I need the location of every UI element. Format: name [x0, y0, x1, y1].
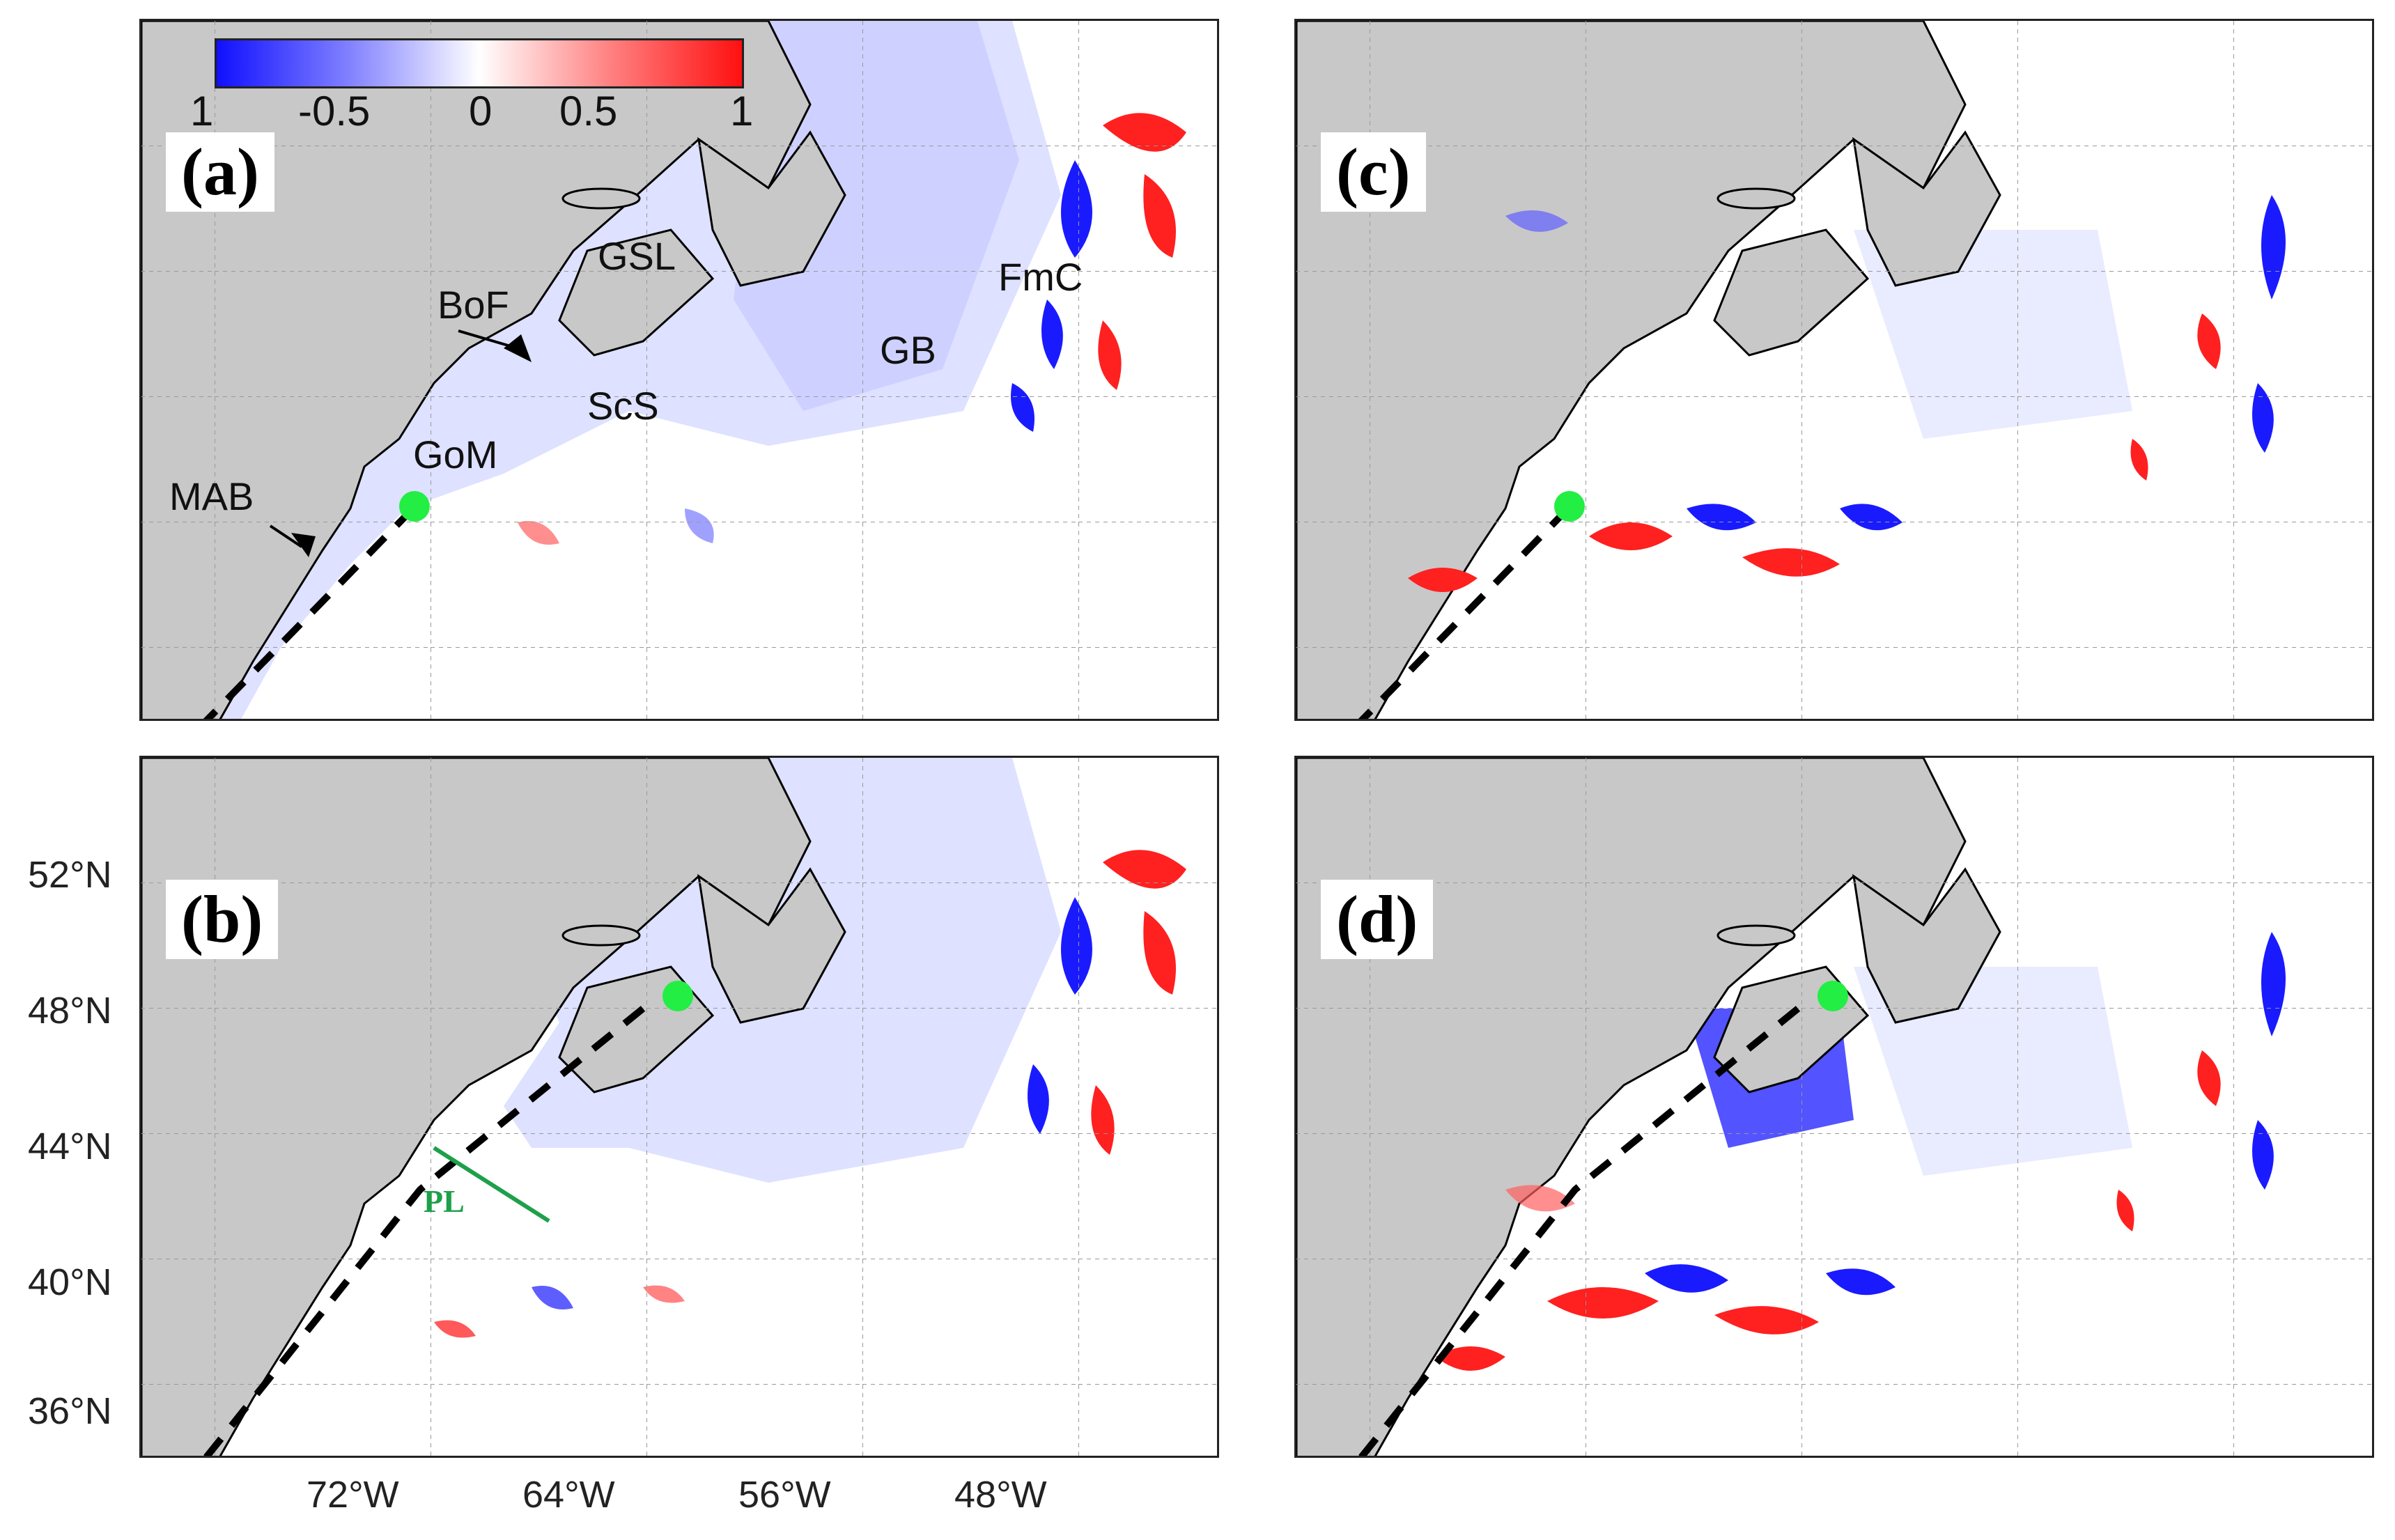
marker-c — [1554, 491, 1585, 522]
panel-a: (a) 1 -0.5 0 0.5 1 GSL BoF ScS GB FmC Go… — [139, 19, 1219, 721]
label-fmc: FmC — [998, 255, 1083, 299]
lat-tick-40: 40°N — [28, 1261, 112, 1303]
colorbar-tick-0: 1 — [190, 88, 214, 134]
panel-label-a: (a) — [166, 132, 274, 212]
lat-tick-48: 48°N — [28, 990, 112, 1032]
pl-section-line — [433, 1146, 550, 1223]
marker-a — [399, 491, 430, 522]
panel-d: (d) — [1294, 756, 2374, 1458]
panel-b: (b) PL — [139, 756, 1219, 1458]
colorbar-tick-3: 0.5 — [559, 88, 618, 134]
lat-tick-52: 52°N — [28, 854, 112, 896]
map-c — [1296, 21, 2372, 719]
map-d — [1296, 758, 2372, 1456]
panel-label-c: (c) — [1321, 132, 1426, 212]
mab-arrow-icon — [291, 533, 316, 557]
lon-tick-64: 64°W — [522, 1474, 615, 1516]
lon-tick-56: 56°W — [738, 1474, 831, 1516]
colorbar-tick-2: 0 — [469, 88, 493, 134]
lon-tick-48: 48°W — [954, 1474, 1047, 1516]
label-mab: MAB — [169, 474, 254, 518]
label-gsl: GSL — [598, 234, 676, 278]
panel-c: (c) — [1294, 19, 2374, 721]
colorbar — [215, 38, 744, 88]
marker-b — [662, 981, 693, 1011]
map-a — [141, 21, 1217, 719]
lat-tick-36: 36°N — [28, 1390, 112, 1432]
marker-d — [1817, 981, 1848, 1011]
colorbar-tick-4: 1 — [730, 88, 754, 134]
lon-tick-72: 72°W — [307, 1474, 399, 1516]
label-gom: GoM — [413, 433, 498, 476]
map-b — [141, 758, 1217, 1456]
panel-label-d: (d) — [1321, 880, 1434, 959]
label-gb: GB — [880, 328, 936, 372]
lat-tick-44: 44°N — [28, 1126, 112, 1167]
colorbar-tick-1: -0.5 — [298, 88, 371, 134]
label-bof: BoF — [437, 283, 509, 327]
panel-label-b: (b) — [166, 880, 279, 959]
label-pl: PL — [424, 1183, 465, 1219]
label-scs: ScS — [587, 384, 659, 428]
